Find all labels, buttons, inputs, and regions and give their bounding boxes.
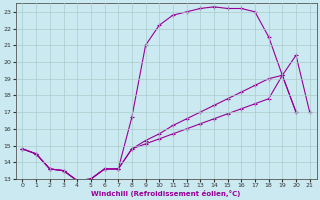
X-axis label: Windchill (Refroidissement éolien,°C): Windchill (Refroidissement éolien,°C) — [92, 190, 241, 197]
